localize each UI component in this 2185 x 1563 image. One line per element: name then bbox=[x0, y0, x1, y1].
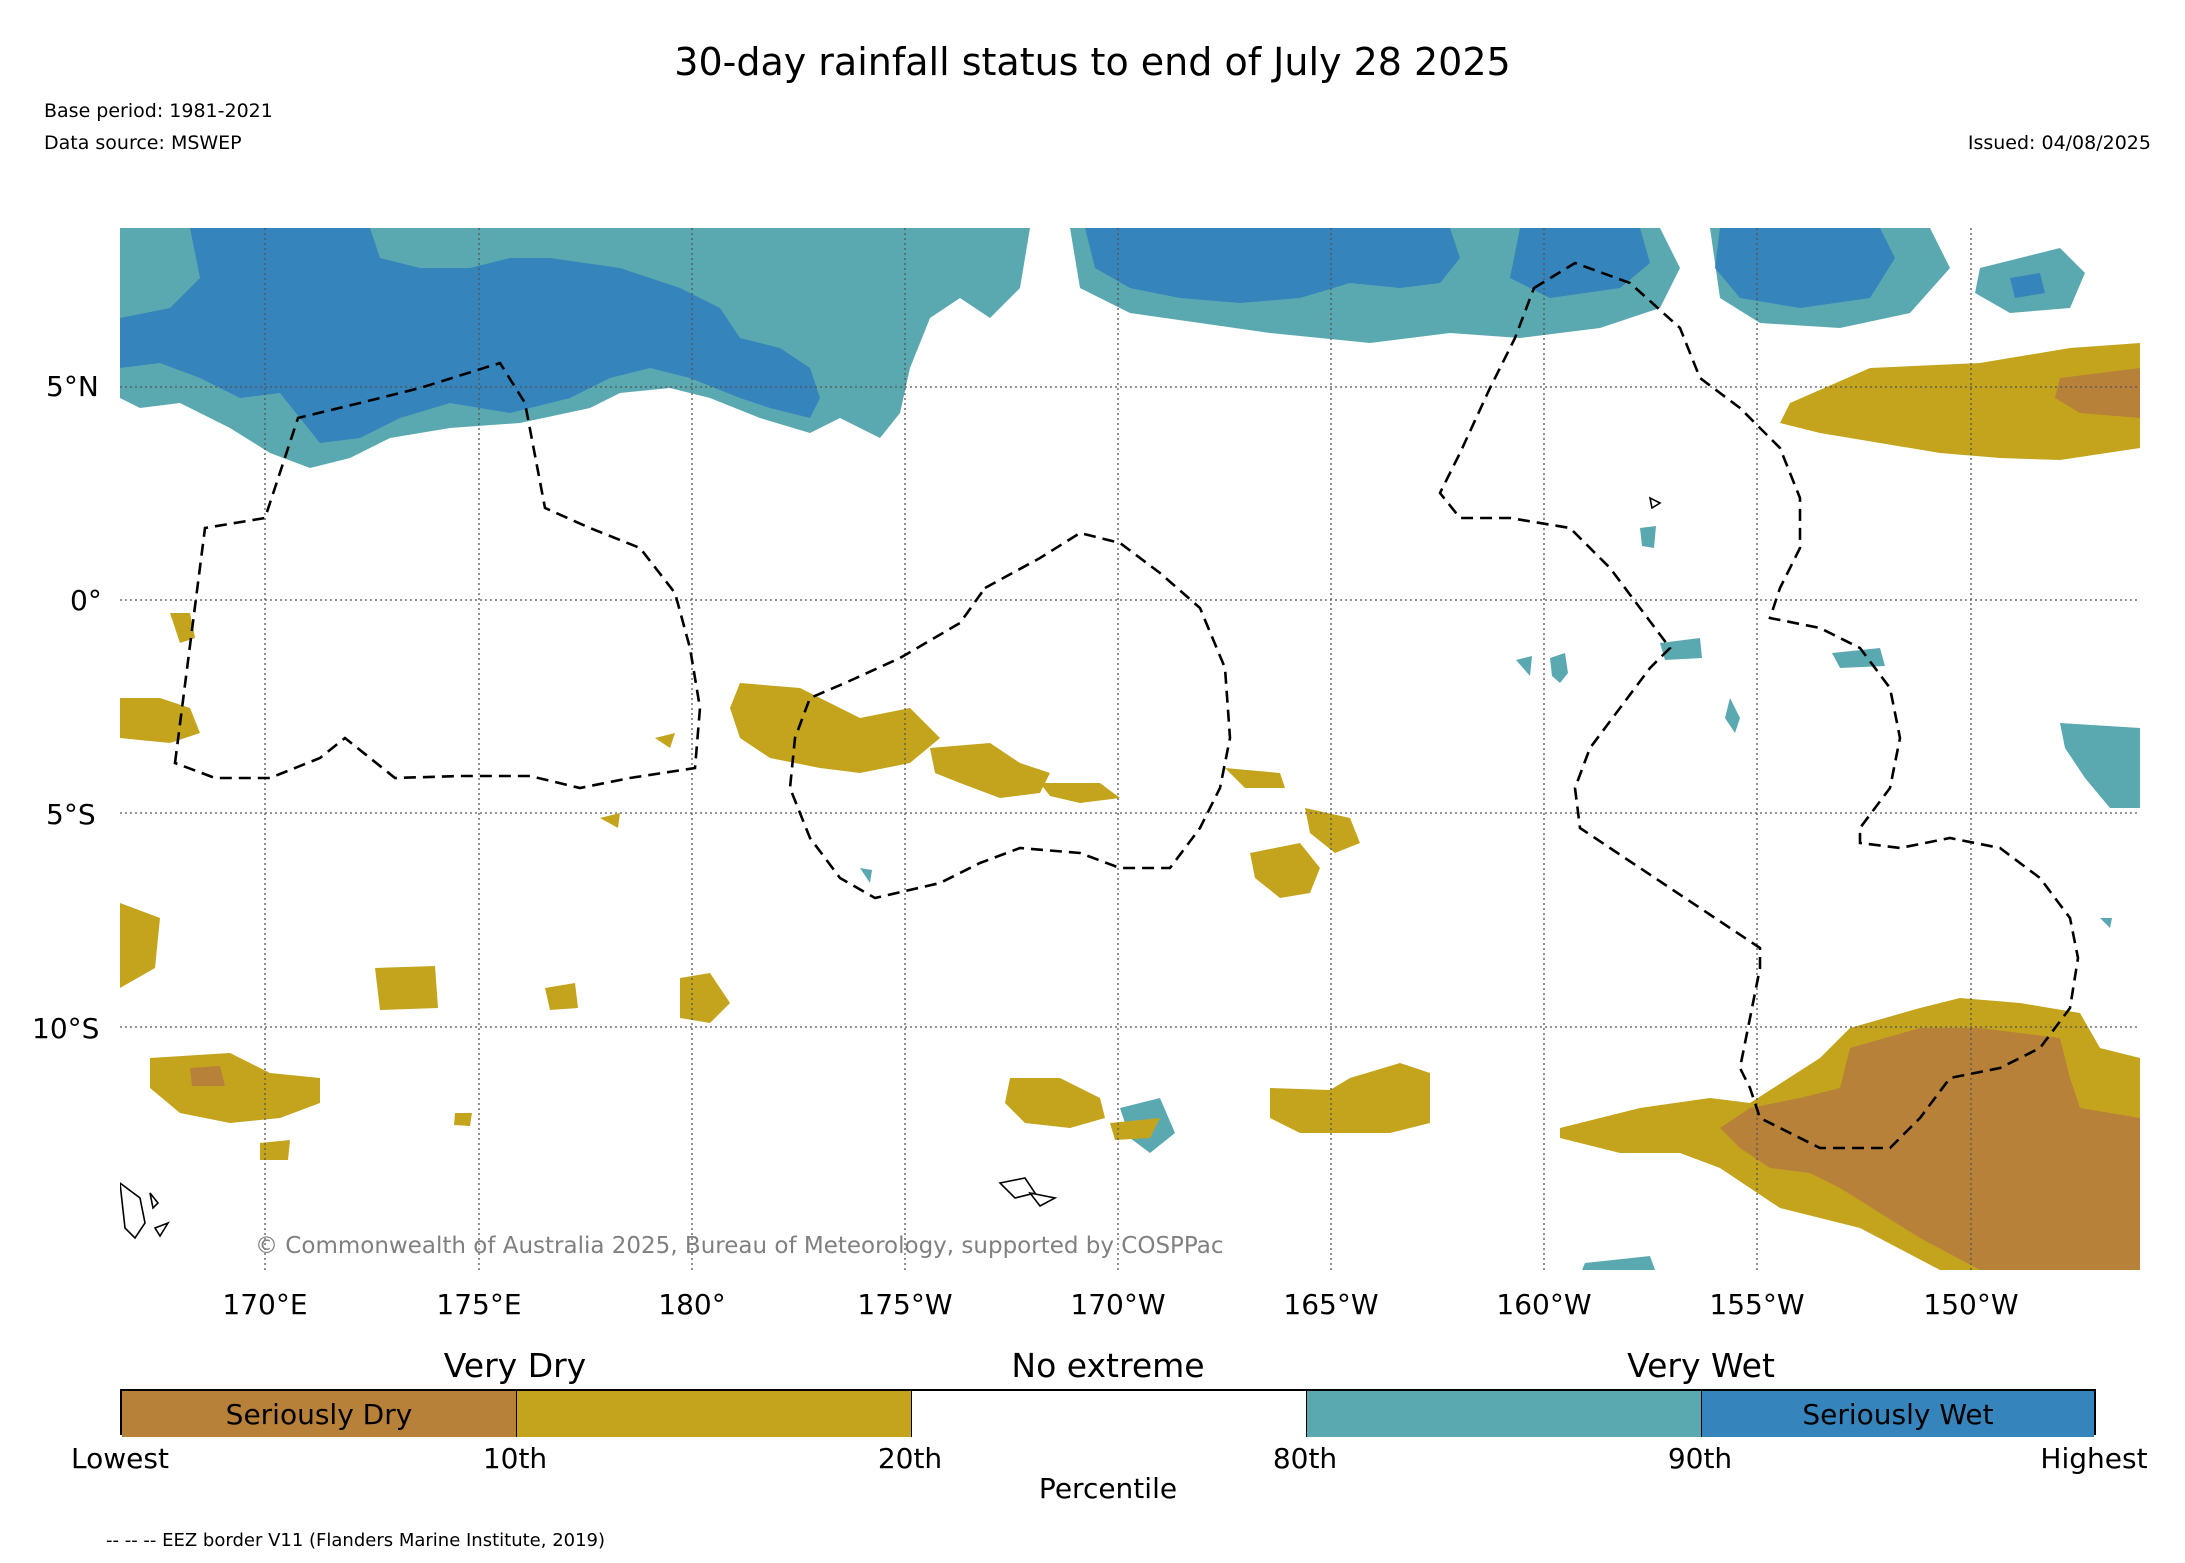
percentile-tick-label: 10th bbox=[482, 1442, 548, 1475]
legend-segment-very-dry bbox=[517, 1391, 912, 1437]
lon-tick-label: 170°E bbox=[222, 1288, 308, 1321]
lon-tick-label: 160°W bbox=[1496, 1288, 1592, 1321]
lon-tick-label: 170°W bbox=[1070, 1288, 1166, 1321]
lon-tick-label: 150°W bbox=[1923, 1288, 2019, 1321]
island-outlines bbox=[119, 496, 1662, 1240]
map-canvas: © Commonwealth of Australia 2025, Bureau… bbox=[119, 228, 2140, 1270]
rainfall-map: © Commonwealth of Australia 2025, Bureau… bbox=[119, 228, 2140, 1270]
lat-tick-label: 5°S bbox=[46, 798, 96, 831]
percentile-tick-label: Highest bbox=[2040, 1442, 2148, 1475]
legend-group-very-dry: Very Dry bbox=[443, 1346, 587, 1385]
lat-tick-label: 0° bbox=[70, 584, 102, 617]
data-source: Data source: MSWEP bbox=[44, 132, 242, 154]
percentile-tick-label: 90th bbox=[1667, 1442, 1733, 1475]
legend-segment-very-wet bbox=[1307, 1391, 1702, 1437]
map-title: 30-day rainfall status to end of July 28… bbox=[674, 40, 1511, 84]
lon-tick-label: 165°W bbox=[1283, 1288, 1379, 1321]
legend-group-very-wet: Very Wet bbox=[1627, 1346, 1775, 1385]
lat-tick-label: 5°N bbox=[46, 370, 99, 403]
lon-tick-label: 175°W bbox=[857, 1288, 953, 1321]
copyright-text: © Commonwealth of Australia 2025, Bureau… bbox=[255, 1233, 1224, 1259]
seriously-wet-region bbox=[120, 228, 2045, 443]
map-grid bbox=[120, 228, 2140, 1270]
percentile-tick-label: 20th bbox=[877, 1442, 943, 1475]
percentile-tick-label: 80th bbox=[1272, 1442, 1338, 1475]
lon-tick-label: 175°E bbox=[436, 1288, 522, 1321]
lon-tick-label: 155°W bbox=[1709, 1288, 1805, 1321]
percentile-axis-label: Percentile bbox=[1038, 1472, 1178, 1505]
eez-footnote: -- -- -- EEZ border V11 (Flanders Marine… bbox=[106, 1530, 606, 1551]
base-period: Base period: 1981-2021 bbox=[44, 100, 273, 122]
seriously-dry-region bbox=[190, 368, 2140, 1270]
lat-tick-label: 10°S bbox=[32, 1012, 100, 1045]
legend-segment-no-extreme bbox=[912, 1391, 1307, 1437]
lon-tick-label: 180° bbox=[658, 1288, 726, 1321]
percentile-tick-label: Lowest bbox=[71, 1442, 169, 1475]
legend-group-no-extreme: No extreme bbox=[1011, 1346, 1205, 1385]
eez-borders bbox=[173, 261, 2080, 1150]
legend-segment-seriously-wet: Seriously Wet bbox=[1702, 1391, 2094, 1437]
legend-segment-seriously-dry: Seriously Dry bbox=[122, 1391, 517, 1437]
legend-colorbar: Seriously Dry Seriously Wet bbox=[120, 1389, 2096, 1437]
issued-date: Issued: 04/08/2025 bbox=[1967, 132, 2151, 154]
